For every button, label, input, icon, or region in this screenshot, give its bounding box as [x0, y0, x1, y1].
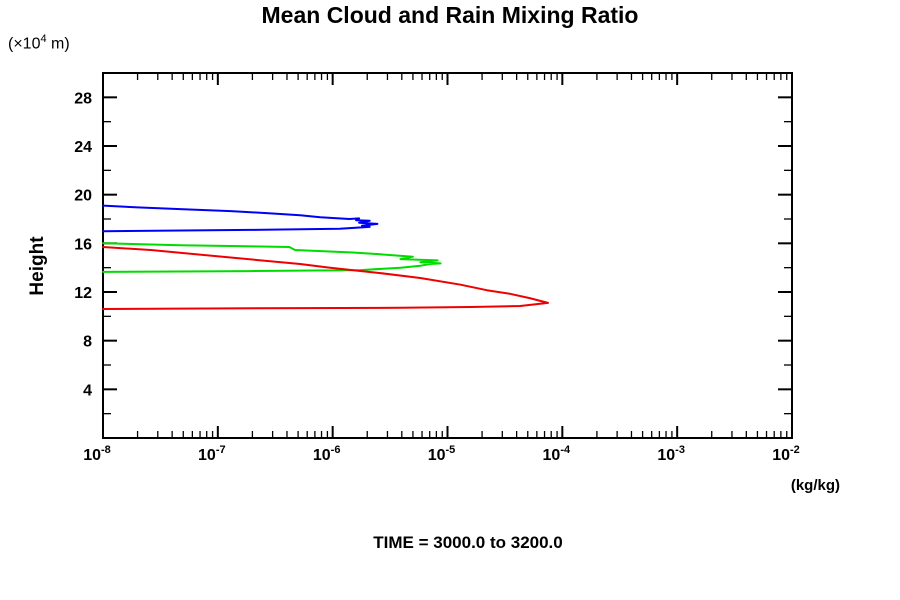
series-green-profile	[102, 242, 442, 273]
x-tick-label: 10-6	[313, 444, 341, 464]
y-tick-label: 4	[83, 382, 92, 399]
y-unit-prefix: (×10	[8, 35, 41, 53]
y-tick-label: 24	[74, 139, 92, 156]
x-tick-label: 10-8	[83, 444, 111, 464]
y-unit-suffix: m)	[46, 35, 70, 53]
x-axis-unit-label: (kg/kg)	[790, 477, 840, 494]
x-tick-label: 10-7	[198, 444, 226, 464]
y-tick-label: 28	[74, 90, 92, 107]
y-tick-label: 12	[74, 285, 92, 302]
y-tick-label: 20	[74, 188, 92, 205]
y-tick-label: 16	[74, 236, 92, 253]
x-tick-label: 10-5	[428, 444, 456, 464]
x-tick-label: 10-3	[657, 444, 685, 464]
series-red-profile	[102, 246, 549, 310]
x-tick-label: 10-2	[772, 444, 800, 464]
time-annotation: TIME = 3000.0 to 3200.0	[373, 533, 563, 552]
y-axis-unit-label: (×104 m)	[8, 33, 70, 53]
page-title: Mean Cloud and Rain Mixing Ratio	[261, 2, 639, 28]
series-blue-profile	[102, 204, 379, 233]
y-unit-exponent: 4	[40, 33, 47, 45]
x-tick-label: 10-4	[543, 444, 571, 464]
y-tick-label: 8	[83, 334, 92, 351]
